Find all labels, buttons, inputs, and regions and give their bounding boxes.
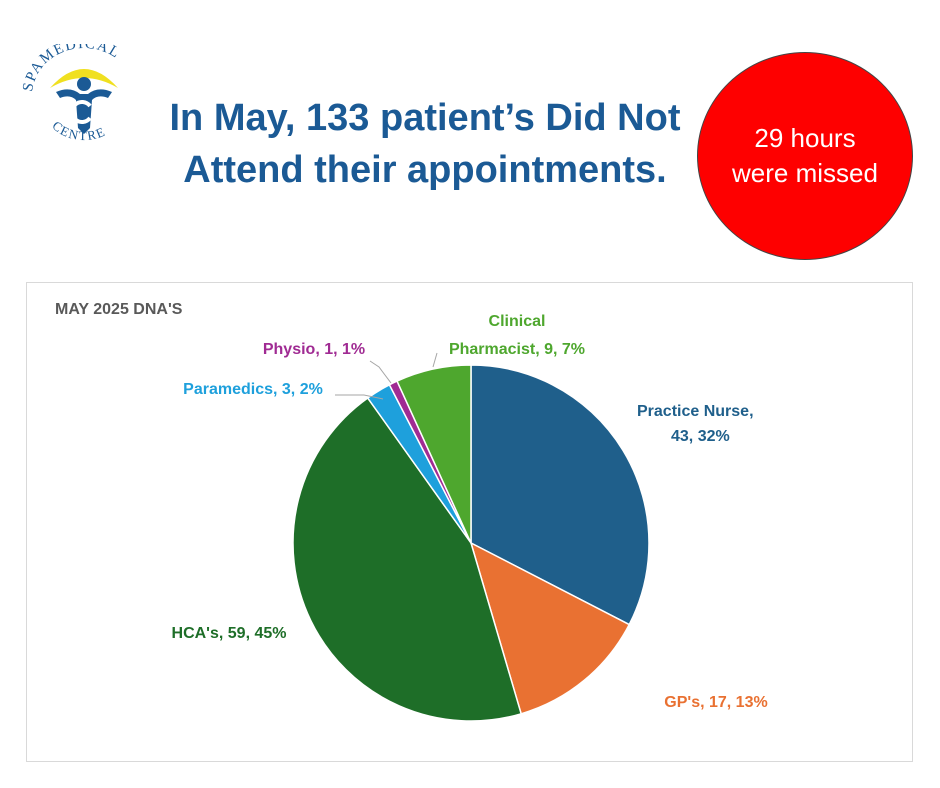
pie-slice-gp-s <box>469 541 631 715</box>
logo-top-text: SPAMEDICAL <box>20 36 122 93</box>
data-label-practice-nurse: 43, 32% <box>671 428 730 445</box>
callout-text: 29 hours were missed <box>732 123 878 188</box>
headline: In May, 133 patient’s Did Not Attend the… <box>169 97 681 191</box>
leader-line <box>369 360 392 384</box>
chart-frame: MAY 2025 DNA'S Practice Nurse, 43, 32% GP'… <box>26 282 913 762</box>
data-label-gp-s: GP's, 17, 13% <box>664 694 767 711</box>
data-label-hca-s: HCA's, 59, 45% <box>172 625 287 642</box>
data-label-physio: Physio, 1, 1% <box>263 341 365 358</box>
data-label-clinical-pharmacist: Pharmacist, 9, 7% <box>449 341 585 358</box>
data-label-paramedics: Paramedics, 3, 2% <box>183 381 323 398</box>
data-label-clinical-pharmacist: Clinical <box>489 313 546 330</box>
hours-missed-callout: 29 hours were missed <box>697 52 913 260</box>
svg-text:SPAMEDICAL: SPAMEDICAL <box>20 44 123 93</box>
leader-line <box>432 352 438 368</box>
chart-title: MAY 2025 DNA'S <box>55 301 183 318</box>
leader-line <box>335 394 384 400</box>
data-label-practice-nurse: Practice Nurse, <box>637 403 754 420</box>
pie-chart: Practice Nurse, 43, 32% GP's, 17, 13% HCA's… <box>172 313 768 722</box>
pie-slice-practice-nurse <box>470 364 650 626</box>
pie-slice-clinical-pharmacist <box>396 364 472 544</box>
pie-slice-hca-s <box>292 396 523 722</box>
spa-medical-logo: SPAMEDICAL CENTRE <box>18 36 148 154</box>
